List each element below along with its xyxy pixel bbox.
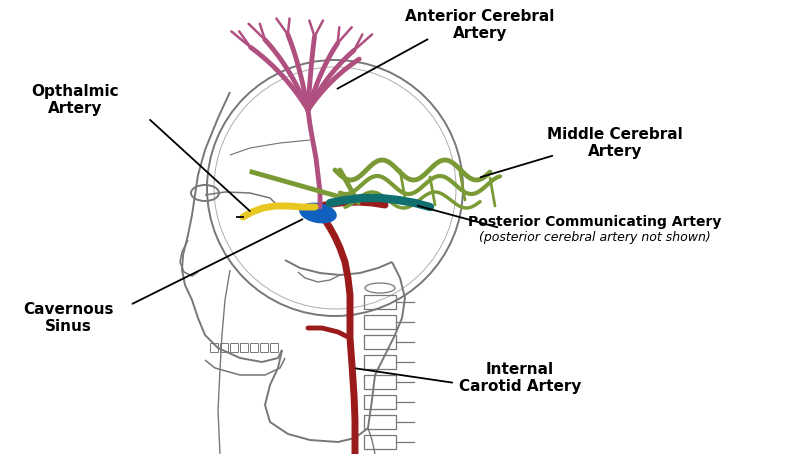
Text: Posterior Communicating Artery: Posterior Communicating Artery bbox=[468, 215, 722, 229]
Bar bbox=[240, 343, 248, 352]
Bar bbox=[230, 343, 238, 352]
Bar bbox=[364, 295, 396, 309]
Bar bbox=[250, 343, 258, 352]
Text: Middle Cerebral
Artery: Middle Cerebral Artery bbox=[547, 127, 683, 159]
Bar bbox=[364, 375, 396, 389]
Bar bbox=[270, 343, 278, 352]
Text: Opthalmic
Artery: Opthalmic Artery bbox=[31, 84, 119, 116]
Ellipse shape bbox=[299, 202, 336, 223]
Bar bbox=[364, 335, 396, 349]
Bar bbox=[364, 355, 396, 369]
Bar bbox=[210, 343, 218, 352]
Text: Internal
Carotid Artery: Internal Carotid Artery bbox=[459, 362, 581, 394]
Bar bbox=[364, 315, 396, 329]
Bar bbox=[364, 395, 396, 409]
Bar bbox=[364, 415, 396, 429]
Text: (posterior cerebral artery not shown): (posterior cerebral artery not shown) bbox=[479, 232, 711, 245]
Bar bbox=[220, 343, 228, 352]
Text: Anterior Cerebral
Artery: Anterior Cerebral Artery bbox=[406, 9, 555, 41]
Bar bbox=[260, 343, 268, 352]
Text: Cavernous
Sinus: Cavernous Sinus bbox=[23, 302, 113, 334]
Bar bbox=[364, 435, 396, 449]
